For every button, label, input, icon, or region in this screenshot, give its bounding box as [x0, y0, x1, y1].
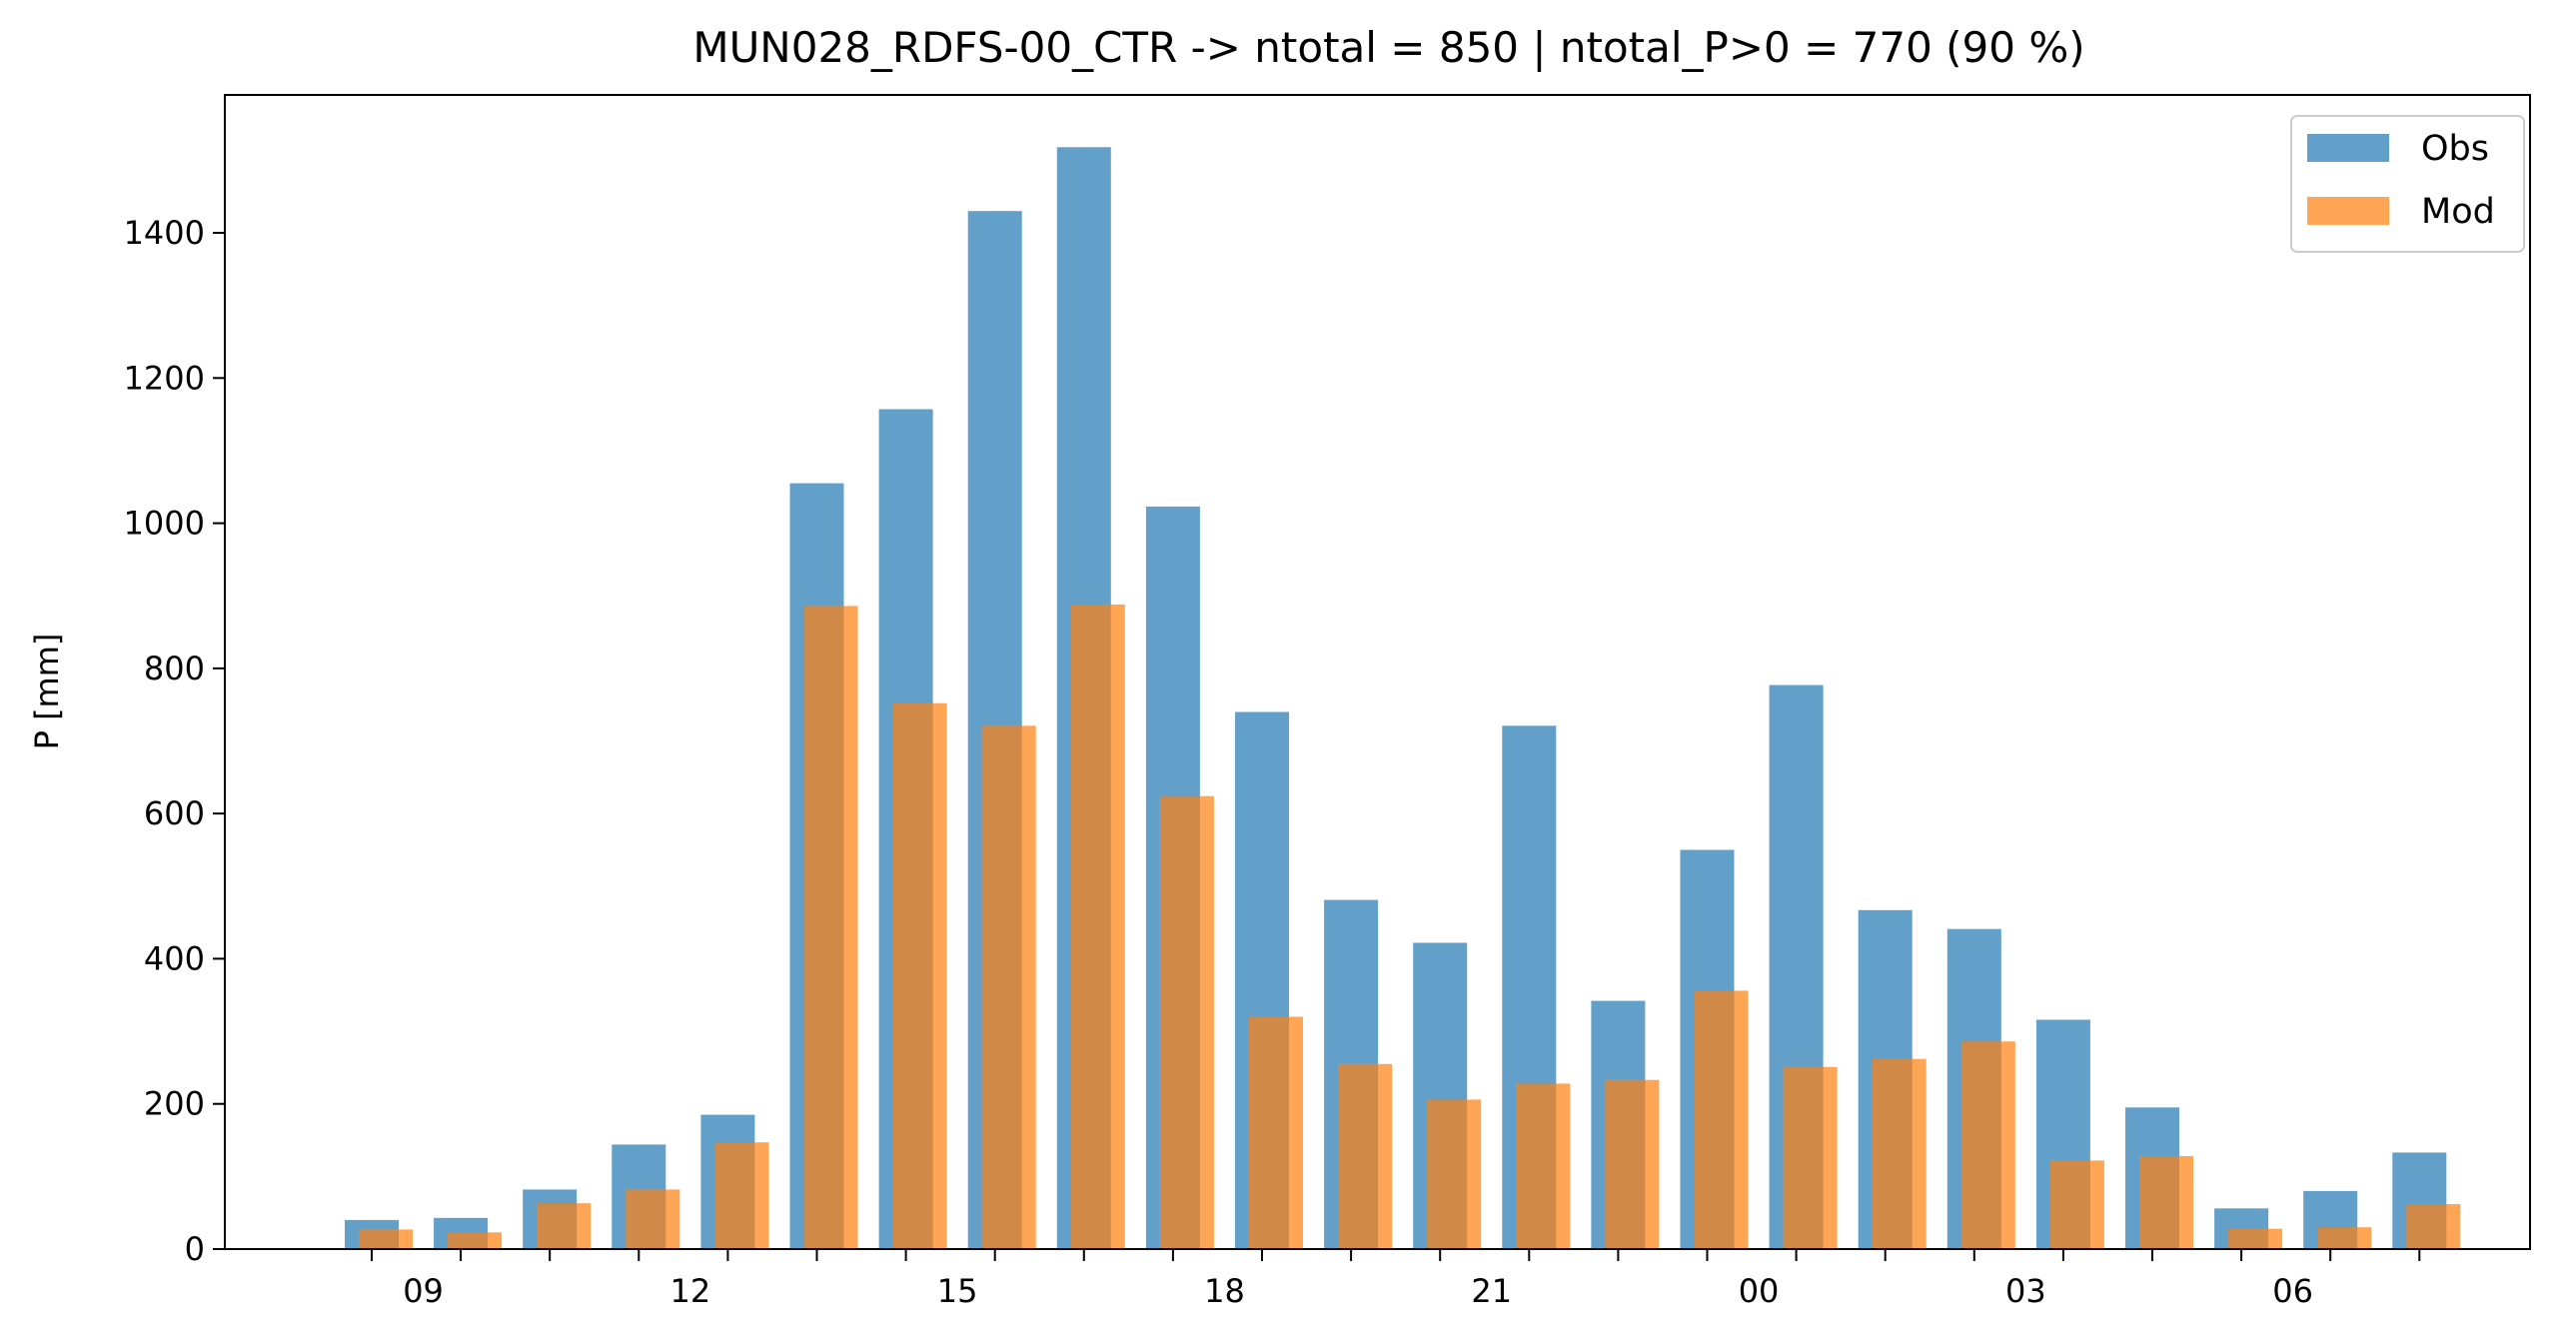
mod-bar-20 [1427, 1099, 1482, 1249]
mod-bar-09 [448, 1232, 503, 1249]
legend: Obs Mod [2290, 115, 2525, 253]
y-tick-label-600: 600 [144, 794, 205, 832]
mod-bar-18 [1249, 1016, 1303, 1249]
mod-bar-14 [892, 702, 947, 1249]
y-tick-label-400: 400 [144, 939, 205, 977]
y-tick-label-1400: 1400 [124, 214, 205, 252]
x-tick-label-15: 15 [937, 1272, 978, 1310]
mod-bar-15 [981, 725, 1036, 1249]
mod-bar-22 [1605, 1079, 1660, 1249]
x-tick-label-06: 06 [2272, 1272, 2313, 1310]
x-tick-label-21: 21 [1471, 1272, 1512, 1310]
mod-bar-02 [1960, 1041, 2015, 1249]
legend-label-obs: Obs [2421, 129, 2489, 169]
mod-bar-05 [2228, 1228, 2283, 1249]
axes: 0 200 400 600 800 1000 1200 1400 09 12 15 18 21 00 03 0… [124, 94, 2531, 1310]
x-tick-label-03: 03 [2005, 1272, 2046, 1310]
mod-bar-04 [2139, 1156, 2193, 1249]
legend-swatch-mod [2307, 197, 2389, 225]
y-tick-label-0: 0 [185, 1230, 205, 1268]
mod-bar-21 [1516, 1083, 1571, 1249]
y-axis-label: P [mm] [28, 634, 66, 750]
mod-bar-17 [1159, 795, 1214, 1249]
legend-swatch-obs [2307, 134, 2389, 162]
mod-bar-11 [626, 1189, 680, 1249]
mod-bar-10 [537, 1203, 592, 1249]
y-tick-label-1000: 1000 [124, 505, 205, 543]
mod-bar-12 [714, 1142, 769, 1249]
mod-bar-03 [2049, 1160, 2104, 1249]
x-tick-label-09: 09 [403, 1272, 444, 1310]
mod-bar-16 [1070, 604, 1125, 1249]
mod-bar-07 [2406, 1204, 2461, 1249]
mod-bar-00 [1783, 1066, 1838, 1249]
mod-bar-06 [2317, 1227, 2372, 1249]
legend-label-mod: Mod [2421, 192, 2495, 232]
plot-frame [224, 94, 2531, 1250]
y-tick-label-1200: 1200 [124, 359, 205, 397]
y-tick-label-800: 800 [144, 650, 205, 687]
mod-bar-23 [1694, 990, 1749, 1249]
mod-bar-01 [1872, 1058, 1927, 1249]
x-tick-label-00: 00 [1739, 1272, 1780, 1310]
y-tick-label-200: 200 [144, 1085, 205, 1123]
bars-layer [345, 147, 2461, 1250]
x-tick-label-18: 18 [1204, 1272, 1245, 1310]
chart-title: MUN028_RDFS-00_CTR -> ntotal = 850 | nto… [692, 23, 2084, 72]
mod-bar-08 [359, 1229, 413, 1249]
x-tick-label-12: 12 [669, 1272, 710, 1310]
mod-bar-13 [803, 606, 858, 1249]
mod-bar-19 [1338, 1063, 1393, 1249]
